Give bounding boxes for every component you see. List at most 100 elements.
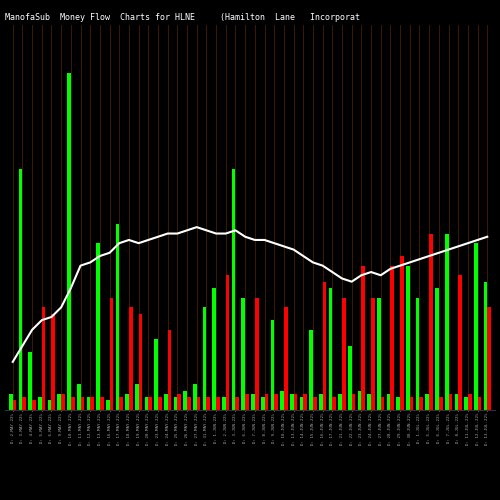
Bar: [400, 256, 404, 410]
Bar: [348, 346, 352, 410]
Bar: [338, 394, 342, 410]
Bar: [454, 394, 458, 410]
Bar: [232, 170, 235, 410]
Bar: [310, 330, 313, 410]
Bar: [174, 397, 178, 410]
Bar: [416, 298, 420, 410]
Bar: [274, 394, 278, 410]
Bar: [226, 275, 230, 410]
Bar: [420, 397, 423, 410]
Bar: [435, 288, 439, 410]
Bar: [138, 314, 142, 410]
Bar: [61, 394, 65, 410]
Bar: [280, 391, 284, 410]
Bar: [216, 397, 220, 410]
Bar: [116, 224, 119, 410]
Bar: [184, 391, 187, 410]
Bar: [236, 397, 239, 410]
Bar: [396, 397, 400, 410]
Bar: [158, 397, 162, 410]
Bar: [206, 397, 210, 410]
Bar: [222, 397, 226, 410]
Bar: [304, 394, 307, 410]
Bar: [352, 394, 356, 410]
Bar: [80, 397, 84, 410]
Bar: [187, 397, 190, 410]
Bar: [48, 400, 51, 410]
Bar: [77, 384, 80, 410]
Bar: [406, 266, 410, 410]
Bar: [439, 397, 442, 410]
Bar: [328, 288, 332, 410]
Bar: [212, 288, 216, 410]
Bar: [90, 397, 94, 410]
Bar: [148, 397, 152, 410]
Bar: [22, 397, 26, 410]
Bar: [52, 314, 55, 410]
Bar: [270, 320, 274, 410]
Bar: [386, 394, 390, 410]
Bar: [9, 394, 13, 410]
Bar: [488, 308, 491, 410]
Bar: [342, 298, 345, 410]
Bar: [426, 394, 429, 410]
Bar: [245, 394, 249, 410]
Bar: [464, 397, 468, 410]
Bar: [120, 397, 123, 410]
Bar: [96, 243, 100, 410]
Bar: [371, 298, 374, 410]
Bar: [110, 298, 114, 410]
Bar: [202, 308, 206, 410]
Bar: [196, 397, 200, 410]
Bar: [358, 391, 362, 410]
Bar: [168, 330, 172, 410]
Bar: [284, 308, 288, 410]
Bar: [322, 282, 326, 410]
Bar: [458, 275, 462, 410]
Bar: [294, 394, 298, 410]
Bar: [32, 400, 36, 410]
Bar: [377, 298, 380, 410]
Bar: [468, 394, 471, 410]
Bar: [135, 384, 138, 410]
Bar: [193, 384, 196, 410]
Bar: [362, 266, 365, 410]
Bar: [71, 397, 74, 410]
Bar: [126, 394, 129, 410]
Bar: [390, 266, 394, 410]
Bar: [478, 397, 481, 410]
Bar: [264, 394, 268, 410]
Bar: [445, 234, 448, 410]
Bar: [164, 394, 168, 410]
Bar: [300, 397, 304, 410]
Bar: [313, 397, 316, 410]
Bar: [28, 352, 32, 410]
Bar: [12, 400, 16, 410]
Bar: [178, 394, 181, 410]
Bar: [474, 243, 478, 410]
Bar: [484, 282, 488, 410]
Bar: [38, 397, 42, 410]
Bar: [129, 308, 132, 410]
Bar: [100, 397, 103, 410]
Bar: [448, 394, 452, 410]
Bar: [319, 394, 322, 410]
Bar: [42, 308, 45, 410]
Bar: [19, 170, 22, 410]
Bar: [154, 340, 158, 410]
Bar: [368, 394, 371, 410]
Bar: [86, 397, 90, 410]
Bar: [255, 298, 258, 410]
Bar: [380, 397, 384, 410]
Bar: [429, 234, 433, 410]
Bar: [290, 394, 294, 410]
Bar: [332, 397, 336, 410]
Bar: [261, 397, 264, 410]
Bar: [251, 394, 255, 410]
Bar: [106, 400, 110, 410]
Bar: [144, 397, 148, 410]
Bar: [410, 397, 414, 410]
Bar: [242, 298, 245, 410]
Text: ManofaSub  Money Flow  Charts for HLNE     (Hamilton  Lane   Incorporat: ManofaSub Money Flow Charts for HLNE (Ha…: [5, 12, 360, 22]
Bar: [67, 73, 71, 410]
